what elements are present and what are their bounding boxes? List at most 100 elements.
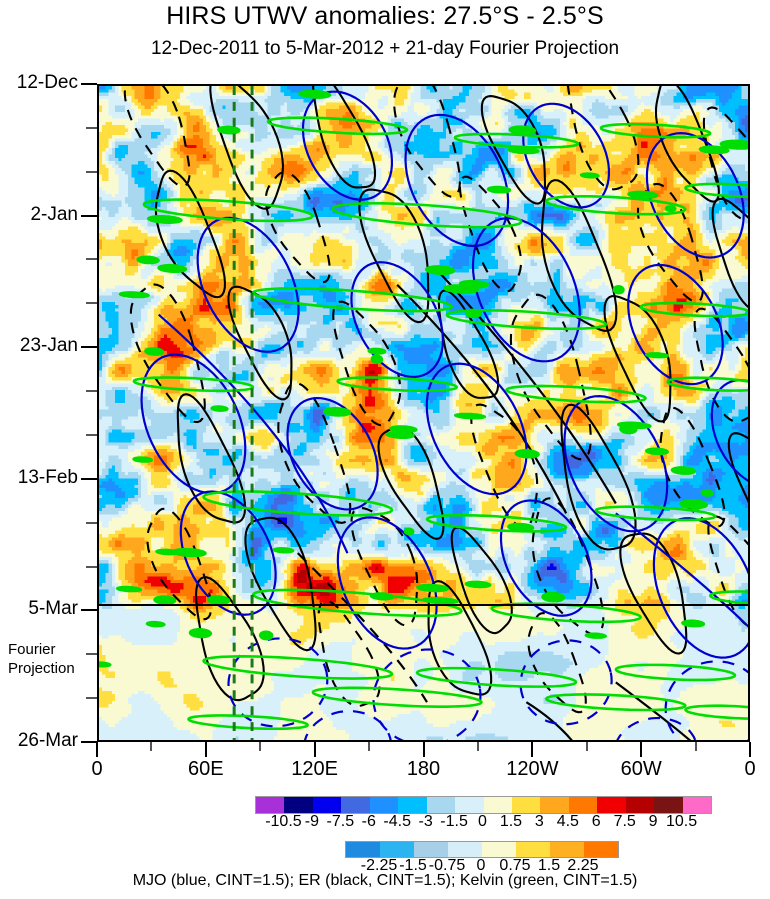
colorbar-swatch-15 <box>682 797 711 813</box>
y-axis-label-5: 26-Mar <box>17 730 78 751</box>
x-axis-label-0: 0 <box>91 758 103 780</box>
x-axis-label-4: 120W <box>506 758 559 780</box>
fourier-projection-label: Fourier Projection <box>8 640 94 678</box>
colorbar-tick-label: 1.5 <box>537 857 561 874</box>
colorbar-swatch-11 <box>568 797 598 813</box>
x-axis-tick-minor <box>368 742 371 751</box>
colorbar-tick-label: -4.5 <box>383 813 411 830</box>
colorbar-tick-label: 3 <box>534 813 544 830</box>
x-axis-tick-minor <box>150 742 153 751</box>
x-axis-tick-major <box>640 742 643 757</box>
y-axis-tick-minor <box>86 170 97 173</box>
fourier-projection-divider <box>99 604 748 606</box>
fourier-projection-label-line2: Projection <box>8 659 75 677</box>
colorbar-tick-label: -2.25 <box>360 857 398 874</box>
x-axis-tick-major <box>422 742 425 757</box>
y-axis-label-2: 23-Jan <box>19 335 78 357</box>
colorbar-obs-bar[interactable] <box>255 796 712 814</box>
colorbar-swatch-10 <box>540 797 569 813</box>
y-axis-tick-major <box>81 83 97 85</box>
colorbar-tick-label: -7.5 <box>326 813 355 830</box>
colorbar-tick-label: 1.5 <box>499 813 523 830</box>
y-axis-tick-minor <box>86 697 97 700</box>
x-axis-tick-major <box>313 742 316 757</box>
colorbar-tick-label: 4.5 <box>556 813 579 830</box>
y-axis-label-3: 13-Feb <box>17 466 78 488</box>
x-axis-label-3: 180 <box>406 758 441 780</box>
colorbar-swatch-4 <box>369 797 399 813</box>
x-axis-label-1: 60E <box>188 758 224 780</box>
colorbar-swatch-0 <box>346 842 380 857</box>
hovmoller-plot[interactable] <box>97 84 750 742</box>
colorbar-swatch-2 <box>312 797 342 813</box>
colorbar-tick-label: -1.5 <box>399 857 427 874</box>
colorbar-swatch-6 <box>426 797 456 813</box>
y-axis-label-1: 2-Jan <box>30 203 78 225</box>
colorbar-swatch-1 <box>284 797 313 813</box>
x-axis-label-5: 60W <box>620 758 662 780</box>
y-axis-tick-minor <box>86 565 97 568</box>
y-axis-tick-minor <box>86 433 97 436</box>
x-axis-tick-major <box>749 742 751 757</box>
x-axis-tick-major <box>531 742 534 757</box>
page-subtitle: 12-Dec-2011 to 5-Mar-2012 + 21-day Fouri… <box>150 38 620 59</box>
x-axis-tick-minor <box>476 742 479 751</box>
y-axis-label-4: 5-Mar <box>28 598 78 620</box>
colorbar-swatch-14 <box>654 797 683 813</box>
x-axis-tick-major <box>204 742 207 757</box>
x-axis-label-6: 0 <box>744 758 756 780</box>
fourier-projection-label-line1: Fourier <box>8 640 56 658</box>
colorbar-swatch-13 <box>625 797 655 813</box>
x-axis-label-2: 120E <box>291 758 338 780</box>
y-axis-tick-minor <box>86 653 97 656</box>
colorbar-swatch-3 <box>448 842 482 857</box>
colorbar-swatch-3 <box>341 797 370 813</box>
shaded-anomaly-field <box>99 86 748 740</box>
colorbar-tick-label: 10.5 <box>665 813 698 830</box>
colorbar-swatch-8 <box>483 797 512 813</box>
colorbar-tick-label: 9 <box>648 813 658 830</box>
y-axis-tick-minor <box>86 302 97 305</box>
colorbar-tick-label: 0.75 <box>499 857 531 874</box>
y-axis-tick-minor <box>86 390 97 393</box>
y-axis-tick-major <box>81 346 97 349</box>
y-axis-label-0: 12-Dec <box>16 72 78 93</box>
colorbar-swatch-7 <box>584 842 618 857</box>
colorbar-swatch-7 <box>455 797 484 813</box>
colorbar-tick-label: 0 <box>478 813 487 830</box>
y-axis-tick-minor <box>86 126 97 129</box>
colorbar-sum-of-waves-bar[interactable] <box>345 841 619 858</box>
colorbar-sum-of-waves-ticks: -2.25 -1.5 -0.75 0 0.75 1.5 2.25 <box>345 857 617 877</box>
colorbar-swatch-9 <box>511 797 541 813</box>
y-axis-tick-major <box>81 741 97 743</box>
colorbar-tick-label: 7.5 <box>613 813 636 830</box>
colorbar-tick-label: -3 <box>418 813 433 830</box>
page-title: HIRS UTWV anomalies: 27.5°S - 2.5°S <box>166 2 604 30</box>
y-axis-tick-major <box>81 609 97 612</box>
colorbar-tick-label: -1.5 <box>440 813 468 830</box>
colorbar-swatch-6 <box>550 842 584 857</box>
colorbar-tick-label: 2.25 <box>567 857 599 874</box>
colorbar-tick-label: -10.5 <box>265 813 302 830</box>
colorbar-tick-label: 6 <box>591 813 601 830</box>
colorbar-swatch-12 <box>597 797 626 813</box>
colorbar-swatch-0 <box>256 797 285 813</box>
colorbar-tick-label: -9 <box>304 813 319 830</box>
x-axis-tick-minor <box>694 742 697 751</box>
colorbar-swatch-4 <box>482 842 516 857</box>
overlay-legend-caption: MJO (blue, CINT=1.5); ER (black, CINT=1.… <box>132 872 638 889</box>
y-axis-tick-minor <box>86 521 97 524</box>
colorbar-tick-label: -6 <box>361 813 376 830</box>
x-axis-tick-major <box>96 742 98 757</box>
colorbar-swatch-5 <box>398 797 427 813</box>
y-axis-tick-major <box>81 214 97 217</box>
x-axis-tick-minor <box>259 742 262 751</box>
y-axis-tick-minor <box>86 258 97 261</box>
y-axis-tick-major <box>81 477 97 480</box>
colorbar-swatch-5 <box>516 842 550 857</box>
colorbar-obs-ticks: -10.5 -9 -7.5 -6 -4.5 -3 -1.5 0 1.5 3 4.5 6 7.5 9 10.5 <box>255 813 710 833</box>
colorbar-swatch-2 <box>414 842 448 857</box>
colorbar-tick-label: 0 <box>476 857 486 874</box>
x-axis-tick-minor <box>585 742 588 751</box>
colorbar-tick-label: -0.75 <box>428 857 466 874</box>
